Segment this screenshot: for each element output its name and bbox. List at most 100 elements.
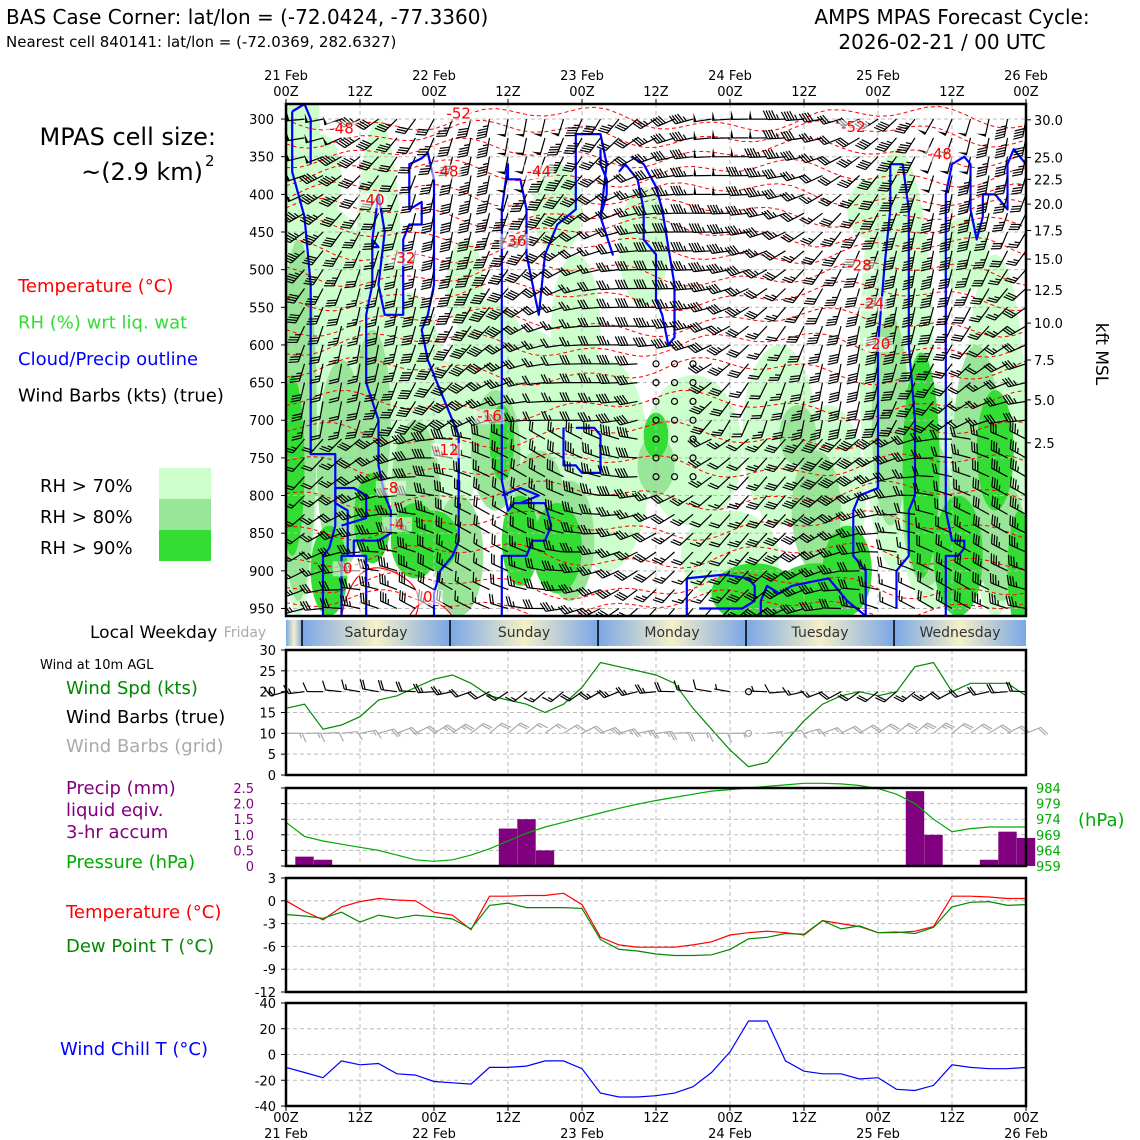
barb-flag <box>329 397 339 401</box>
barb-flag <box>321 220 332 226</box>
barb-flag <box>400 167 411 169</box>
barb-flag <box>402 267 413 272</box>
barb-half <box>463 256 470 259</box>
barb-flag <box>336 162 347 169</box>
barb-flag <box>302 261 312 266</box>
upper-wind-barb <box>298 567 324 577</box>
barb-flag <box>394 435 402 444</box>
barb-shaft <box>363 118 379 131</box>
barb-flag <box>730 205 737 215</box>
barb-flag <box>303 174 313 182</box>
barb-flag <box>401 230 412 234</box>
barb-flag <box>328 418 339 422</box>
barb-flag <box>372 455 381 464</box>
rh-region <box>1007 510 1026 616</box>
barb-shaft <box>410 325 417 344</box>
barb-flag <box>438 151 449 155</box>
barb-flag <box>477 187 488 191</box>
upper-wind-barb <box>467 325 490 340</box>
barb-flag <box>454 333 464 337</box>
barb-flag <box>456 314 467 317</box>
barb-flag <box>271 397 281 404</box>
upper-wind-barb <box>725 205 749 216</box>
upper-wind-barb <box>450 425 472 440</box>
barb-flag <box>375 148 386 153</box>
barb-flag <box>422 240 433 245</box>
barb-flag <box>290 355 301 358</box>
barb-flag <box>475 460 477 471</box>
barb-flag <box>450 369 461 375</box>
barb-flag <box>355 145 366 151</box>
barb-flag <box>467 383 477 391</box>
barb-flag <box>783 131 790 141</box>
barb-flag <box>399 169 409 172</box>
barb-flag <box>690 600 701 604</box>
barb-shaft <box>374 288 380 307</box>
barb-flag <box>402 353 413 356</box>
barb-half <box>349 219 355 222</box>
barb-pennant <box>495 171 506 175</box>
barb-half <box>664 208 669 214</box>
barb-flag <box>400 374 411 377</box>
barb-shaft <box>370 212 380 230</box>
barb-flag <box>475 230 486 233</box>
barb-flag <box>420 286 431 290</box>
barb-flag <box>365 343 376 347</box>
upper-wind-barb <box>410 431 435 442</box>
upper-wind-barb <box>438 269 454 290</box>
barb-flag <box>301 196 311 204</box>
barb-flag <box>399 424 410 429</box>
barb-flag <box>309 356 320 360</box>
upper-wind-barb <box>415 363 435 381</box>
barb-flag <box>339 544 346 554</box>
upper-wind-barb <box>364 382 380 403</box>
barb-flag <box>302 482 313 488</box>
upper-wind-barb <box>496 118 509 137</box>
barb-flag <box>319 447 329 453</box>
barb-flag <box>361 436 372 438</box>
barb-half <box>351 318 358 321</box>
barb-flag <box>421 224 432 229</box>
upper-wind-barb <box>433 344 454 361</box>
barb-shaft <box>374 344 380 363</box>
barb-shaft <box>416 474 435 478</box>
upper-wind-barb <box>779 171 805 182</box>
barb-flag <box>421 518 423 529</box>
upper-wind-barb <box>439 175 454 196</box>
barb-shaft <box>286 174 287 180</box>
barb-flag <box>420 302 431 306</box>
upper-wind-barb <box>355 524 379 535</box>
barb-flag <box>376 538 380 549</box>
barb-shaft <box>410 213 417 231</box>
barb-flag <box>420 167 431 170</box>
barb-flag <box>475 243 486 246</box>
upper-wind-barb <box>707 363 731 377</box>
barb-flag <box>457 534 460 545</box>
barb-flag <box>452 336 463 340</box>
upper-wind-barb <box>382 231 398 252</box>
barb-shaft <box>380 438 398 448</box>
barb-half <box>307 518 314 522</box>
upper-wind-barb <box>728 382 749 399</box>
barb-pennant <box>267 130 270 139</box>
barb-flag <box>325 259 336 263</box>
barb-flag <box>437 498 440 509</box>
barb-shaft <box>448 194 454 213</box>
barb-half <box>464 219 470 222</box>
barb-flag <box>474 248 485 251</box>
barb-pennant <box>693 148 697 158</box>
barb-half <box>295 334 301 336</box>
barb-flag <box>476 192 487 197</box>
barb-flag <box>472 591 474 602</box>
barb-flag <box>458 149 469 153</box>
barb-shaft <box>286 156 305 162</box>
barb-flag <box>459 480 461 491</box>
barb-flag <box>483 364 493 372</box>
upper-wind-barb <box>335 493 361 504</box>
barb-flag <box>363 415 374 418</box>
barb-pennant <box>693 185 697 195</box>
barb-flag <box>310 437 320 441</box>
barb-flag <box>452 384 462 391</box>
upper-wind-barb <box>669 167 694 178</box>
barb-flag <box>380 429 391 432</box>
